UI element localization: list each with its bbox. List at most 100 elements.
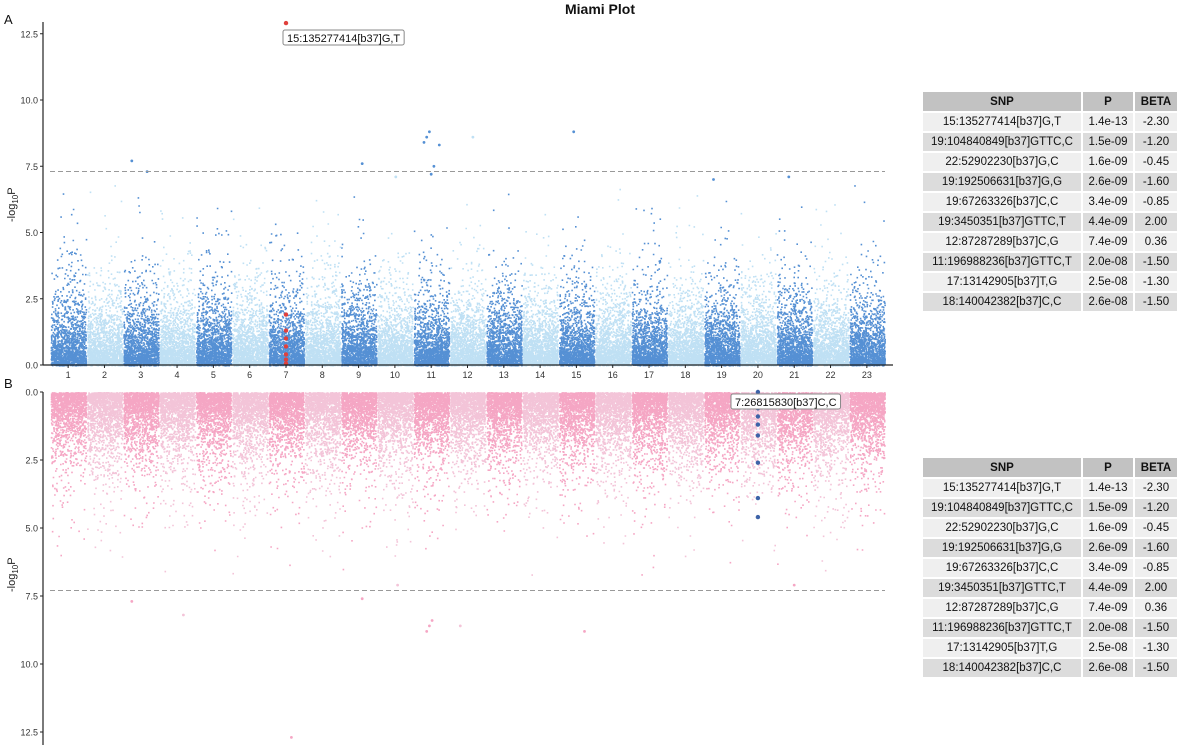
panel-a-notable-point	[432, 164, 436, 168]
beta-cell: -1.20	[1135, 499, 1177, 517]
table-row: 17:13142905[b37]T,G 2.5e-08 -1.30	[923, 639, 1177, 657]
snp-cell: 19:67263326[b37]C,C	[923, 559, 1081, 577]
panel-b-highlight-point	[755, 514, 761, 520]
snp-cell: 19:104840849[b37]GTTC,C	[923, 133, 1081, 151]
p-cell: 1.5e-09	[1083, 133, 1133, 151]
panel-a-highlight-point	[283, 312, 289, 317]
beta-cell: -1.50	[1135, 659, 1177, 677]
beta-cell: -0.45	[1135, 519, 1177, 537]
p-cell: 1.4e-13	[1083, 479, 1133, 497]
snp-cell: 15:135277414[b37]G,T	[923, 113, 1081, 131]
snp-cell: 19:192506631[b37]G,G	[923, 539, 1081, 557]
table-a-header-p: P	[1083, 92, 1133, 111]
panel-b-y-tick-label: 12.5	[20, 728, 38, 738]
panel-a-highlight-point	[283, 328, 289, 333]
panel-a-highlight-point	[283, 352, 289, 357]
panel-b-notable-point	[360, 597, 364, 601]
beta-cell: -1.50	[1135, 619, 1177, 637]
panel-a-highlight-point	[283, 336, 289, 341]
snp-cell: 17:13142905[b37]T,G	[923, 639, 1081, 657]
table-row: 19:3450351[b37]GTTC,T 4.4e-09 2.00	[923, 579, 1177, 597]
panel-b-y-tick-label: 5.0	[25, 524, 38, 534]
panel-a-notable-point	[425, 135, 429, 139]
beta-cell: -1.60	[1135, 539, 1177, 557]
panel-b-notable-point	[792, 583, 796, 587]
panel-b-highlight-point	[755, 422, 761, 427]
beta-cell: -0.85	[1135, 193, 1177, 211]
panel-b-notable-point	[428, 624, 431, 628]
snp-cell: 19:192506631[b37]G,G	[923, 173, 1081, 191]
snp-cell: 12:87287289[b37]C,G	[923, 233, 1081, 251]
p-cell: 7.4e-09	[1083, 233, 1133, 251]
x-tick-label-chr-13: 13	[499, 370, 509, 380]
table-row: 15:135277414[b37]G,T 1.4e-13 -2.30	[923, 479, 1177, 497]
panel-b-highlight-point	[755, 414, 761, 419]
panel-b-highlight-point	[755, 433, 761, 438]
x-tick-label-chr-14: 14	[535, 370, 545, 380]
snp-cell: 15:135277414[b37]G,T	[923, 479, 1081, 497]
panel-a-notable-point	[572, 130, 576, 134]
beta-cell: -1.50	[1135, 253, 1177, 271]
p-cell: 1.6e-09	[1083, 519, 1133, 537]
x-tick-label-chr-19: 19	[717, 370, 727, 380]
x-tick-label-chr-8: 8	[320, 370, 325, 380]
beta-cell: -1.20	[1135, 133, 1177, 151]
table-row: 19:67263326[b37]C,C 3.4e-09 -0.85	[923, 193, 1177, 211]
p-cell: 2.5e-08	[1083, 639, 1133, 657]
table-row: 22:52902230[b37]G,C 1.6e-09 -0.45	[923, 153, 1177, 171]
p-cell: 4.4e-09	[1083, 213, 1133, 231]
panel-a-notable-point	[394, 175, 398, 179]
p-cell: 1.5e-09	[1083, 499, 1133, 517]
x-tick-label-chr-10: 10	[390, 370, 400, 380]
panel-a-y-tick-label: 12.5	[20, 29, 38, 39]
panel-a-y-tick-label: 2.5	[25, 294, 38, 304]
beta-cell: -1.50	[1135, 293, 1177, 311]
p-cell: 4.4e-09	[1083, 579, 1133, 597]
panel-a-annotation: 15:135277414[b37]G,T	[287, 33, 400, 45]
panel-b-tag: B	[4, 376, 13, 391]
snp-cell: 18:140042382[b37]C,C	[923, 293, 1081, 311]
p-cell: 2.6e-08	[1083, 659, 1133, 677]
p-cell: 2.0e-08	[1083, 619, 1133, 637]
snp-cell: 17:13142905[b37]T,G	[923, 273, 1081, 291]
table-row: 18:140042382[b37]C,C 2.6e-08 -1.50	[923, 293, 1177, 311]
panel-b-notable-point	[290, 736, 293, 739]
beta-cell: -1.60	[1135, 173, 1177, 191]
panel-a-y-tick-label: 0.0	[25, 361, 38, 371]
p-cell: 2.6e-08	[1083, 293, 1133, 311]
beta-cell: -2.30	[1135, 479, 1177, 497]
p-cell: 2.5e-08	[1083, 273, 1133, 291]
top-hits-table-b: SNP P BETA 15:135277414[b37]G,T 1.4e-13 -2…	[921, 456, 1179, 679]
panel-b-notable-point	[182, 613, 185, 617]
x-tick-label-chr-23: 23	[862, 370, 872, 380]
top-hits-table-a: SNP P BETA 15:135277414[b37]G,T 1.4e-13 -2…	[921, 90, 1179, 313]
table-a-header-snp: SNP	[923, 92, 1081, 111]
panel-b-point-cloud-odd-chromosomes	[50, 392, 887, 576]
table-row: 19:3450351[b37]GTTC,T 4.4e-09 2.00	[923, 213, 1177, 231]
panel-a-annotation-box	[282, 29, 405, 46]
panel-a-notable-point	[429, 172, 433, 176]
x-tick-label-chr-16: 16	[608, 370, 618, 380]
table-b-header-beta: BETA	[1135, 458, 1177, 477]
table-b-header-p: P	[1083, 458, 1133, 477]
table-row: 19:104840849[b37]GTTC,C 1.5e-09 -1.20	[923, 133, 1177, 151]
panel-a-notable-point	[471, 135, 475, 139]
panel-a-y-tick-label: 5.0	[25, 228, 38, 238]
beta-cell: 0.36	[1135, 233, 1177, 251]
x-tick-label-chr-17: 17	[644, 370, 654, 380]
panel-b-y-tick-label: 0.0	[25, 388, 38, 398]
beta-cell: -1.30	[1135, 273, 1177, 291]
chart-title: Miami Plot	[564, 1, 635, 17]
snp-cell: 19:3450351[b37]GTTC,T	[923, 579, 1081, 597]
snp-cell: 12:87287289[b37]C,G	[923, 599, 1081, 617]
panel-b-annotation-box	[730, 393, 842, 410]
table-row: 19:67263326[b37]C,C 3.4e-09 -0.85	[923, 559, 1177, 577]
beta-cell: 0.36	[1135, 599, 1177, 617]
beta-cell: -1.30	[1135, 639, 1177, 657]
panel-b-notable-point	[396, 583, 399, 587]
p-cell: 3.4e-09	[1083, 559, 1133, 577]
panel-b-annotation: 7:26815830[b37]C,C	[735, 397, 837, 409]
panel-b-highlight-point	[755, 460, 761, 465]
panel-a-notable-point	[130, 159, 134, 163]
panel-b-y-tick-label: 10.0	[20, 660, 38, 670]
